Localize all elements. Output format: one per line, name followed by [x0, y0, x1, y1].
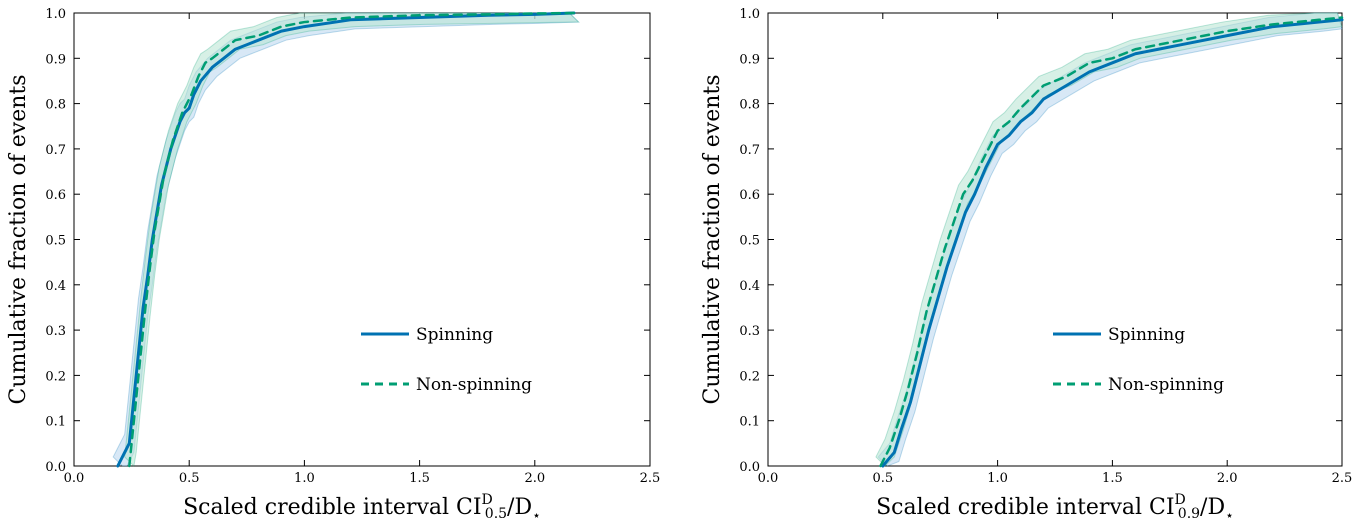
- y-tick-label: 0.1: [739, 415, 760, 430]
- x-tick-label: 0.0: [758, 471, 779, 486]
- x-tick-label: 0.0: [64, 471, 85, 486]
- chart-panel-1: 0.0 0.1 0.2 0.3 0.4 0.5 0.6 0.7 0.8 0.9 1.0 0.0 0.5 1…: [6, 7, 660, 524]
- y-axis-label: Cumulative fraction of events: [6, 74, 31, 404]
- x-tick-label: 2.5: [1332, 471, 1353, 486]
- y-tick-label: 0.9: [45, 52, 66, 67]
- x-tick-label: 1.5: [1102, 471, 1123, 486]
- x-axis-label-suffix: /D: [507, 495, 532, 520]
- y-tick-label: 0.5: [739, 234, 760, 249]
- x-tick-label: 0.5: [179, 471, 200, 486]
- y-tick-label: 0.6: [45, 188, 66, 203]
- x-tick-label: 0.5: [872, 471, 893, 486]
- x-axis-label-prefix: Scaled credible interval CI: [876, 495, 1174, 520]
- x-axis-label-prefix: Scaled credible interval CI: [183, 495, 481, 520]
- x-tick-label: 2.5: [640, 471, 661, 486]
- spinning-line: [116, 11, 576, 468]
- x-tick-label: 2.0: [1217, 471, 1238, 486]
- y-tick-label: 0.4: [739, 279, 760, 294]
- x-axis-label-star: ⋆: [532, 508, 541, 524]
- y-tick-label: 0.0: [739, 460, 760, 475]
- y-tick-label: 0.5: [45, 234, 66, 249]
- y-tick-label: 0.8: [45, 98, 66, 113]
- x-axis-label-star: ⋆: [1225, 508, 1234, 524]
- non-spinning-confidence-band: [124, 12, 580, 468]
- y-tick-label: 0.2: [45, 369, 66, 384]
- legend-non-spinning-label: Non-spinning: [1108, 375, 1224, 395]
- x-axis-label: Scaled credible interval CID 0.5/D⋆: [183, 492, 541, 524]
- x-axis-label-sub: 0.9: [1178, 506, 1200, 522]
- x-tick-label: 1.5: [409, 471, 430, 486]
- chart-panel-2: 0.0 0.1 0.2 0.3 0.4 0.5 0.6 0.7 0.8 0.9 1.0 0.0 0.5 1…: [700, 7, 1352, 524]
- x-tick-label: 1.0: [987, 471, 1008, 486]
- legend-spinning-label: Spinning: [416, 325, 493, 345]
- non-spinning-line: [128, 11, 576, 468]
- legend-spinning-label: Spinning: [1108, 325, 1185, 345]
- y-tick-label: 1.0: [739, 7, 760, 22]
- y-tick-label: 0.4: [45, 279, 66, 294]
- plot-frame: [73, 12, 651, 467]
- y-tick-label: 0.8: [739, 98, 760, 113]
- y-tick-label: 0.3: [45, 324, 66, 339]
- x-axis-label: Scaled credible interval CID 0.9/D⋆: [876, 492, 1234, 524]
- y-tick-label: 0.1: [45, 415, 66, 430]
- non-spinning-confidence-band: [875, 12, 1343, 467]
- y-tick-label: 0.7: [739, 143, 760, 158]
- y-tick-label: 0.9: [739, 52, 760, 67]
- y-tick-label: 1.0: [45, 7, 66, 22]
- legend-non-spinning-label: Non-spinning: [416, 375, 532, 395]
- x-tick-label: 1.0: [294, 471, 315, 486]
- x-axis-label-sup: D: [482, 492, 493, 508]
- y-tick-label: 0.3: [739, 324, 760, 339]
- non-spinning-line: [879, 16, 1344, 468]
- y-tick-label: 0.7: [45, 143, 66, 158]
- x-axis-label-suffix: /D: [1200, 495, 1225, 520]
- x-tick-label: 2.0: [524, 471, 545, 486]
- y-tick-label: 0.2: [739, 369, 760, 384]
- y-tick-label: 0.6: [739, 188, 760, 203]
- x-axis-label-sup: D: [1175, 492, 1186, 508]
- x-axis-label-sub: 0.5: [485, 506, 507, 522]
- y-tick-label: 0.0: [45, 460, 66, 475]
- spinning-line: [881, 18, 1344, 468]
- spinning-confidence-band: [112, 12, 580, 467]
- y-axis-label: Cumulative fraction of events: [700, 74, 725, 404]
